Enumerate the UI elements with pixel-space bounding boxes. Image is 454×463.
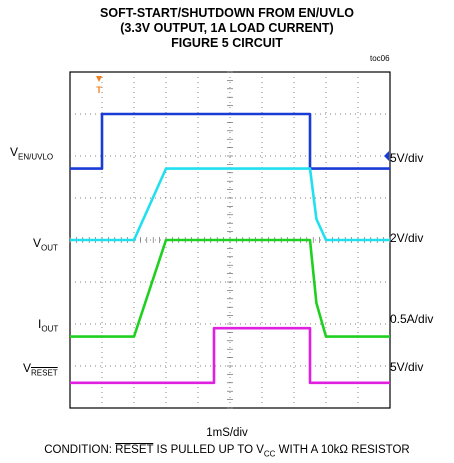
channel-sub: OUT (41, 243, 58, 253)
trigger-marker-icon (96, 76, 102, 82)
channel-name: V (33, 236, 42, 250)
trace-out (70, 167, 390, 242)
scale-reset: 5V/div (390, 360, 424, 374)
scale-vout: 2V/div (390, 231, 424, 245)
condition-vcc-sub: CC (263, 449, 276, 459)
scale-en-uvlo: 5V/div (390, 151, 424, 165)
channel-label-iout: IOUT (38, 317, 58, 333)
condition-post: WITH A 10kΩ RESISTOR (275, 444, 410, 456)
channel-sub: RESET (31, 368, 58, 378)
chart-title-line1: SOFT-START/SHUTDOWN FROM EN/UVLO (100, 6, 354, 20)
scale-iout: 0.5A/div (390, 312, 434, 326)
chart-title-line3: FIGURE 5 CIRCUIT (171, 36, 283, 50)
trace-en-uvlo (70, 112, 390, 170)
channel-sub: OUT (41, 324, 59, 334)
toc-label: toc06 (370, 54, 390, 63)
condition-pre: CONDITION: (44, 444, 116, 456)
condition-mid: IS PULLED UP TO V (153, 444, 264, 456)
time-scale-label: 1mS/div (206, 427, 248, 439)
channel-label-reset: VRESET (23, 361, 58, 377)
trigger-marker-label: T (96, 85, 102, 95)
channel-label-vout: VOUT (33, 236, 58, 252)
trigger-level-icon (384, 151, 389, 161)
channel-label-en-uvlo: VEN/UVLO (10, 145, 53, 161)
trace-iout (70, 238, 390, 338)
condition-reset: RESET (115, 444, 154, 456)
channel-name: V (23, 361, 32, 375)
condition-text: CONDITION: RESET IS PULLED UP TO VCC WIT… (0, 444, 454, 458)
channel-name: I (38, 317, 42, 331)
channel-sub: EN/UVLO (18, 152, 54, 162)
trace-reset (70, 326, 390, 385)
chart-title-line2: (3.3V OUTPUT, 1A LOAD CURRENT) (120, 21, 334, 35)
channel-name: V (10, 145, 19, 159)
